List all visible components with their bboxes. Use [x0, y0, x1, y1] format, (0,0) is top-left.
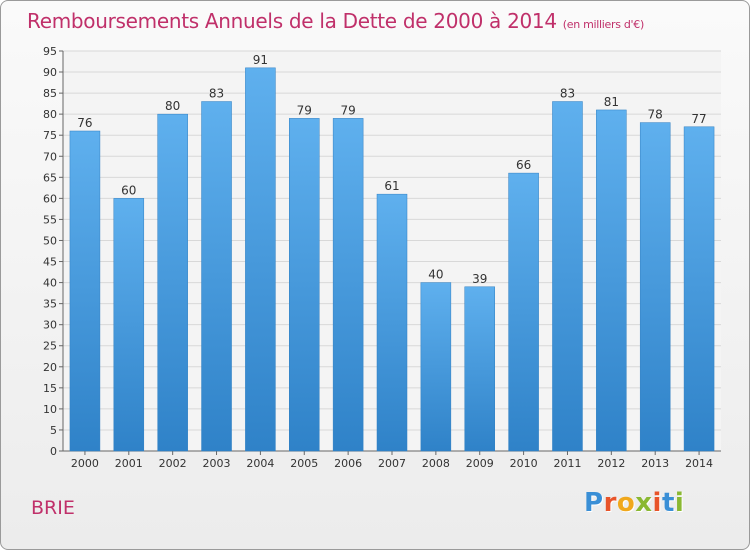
y-tick-label: 40: [43, 277, 57, 290]
x-tick-label: 2009: [466, 457, 494, 470]
bar: [201, 101, 232, 452]
x-tick-label: 2014: [685, 457, 713, 470]
bar: [683, 126, 715, 452]
bar-value-label: 66: [516, 158, 531, 172]
bar: [289, 118, 320, 452]
x-tick-label: 2001: [115, 457, 143, 470]
y-tick-label: 0: [50, 445, 57, 458]
y-tick-label: 65: [43, 171, 57, 184]
y-tick-label: 5: [50, 424, 57, 437]
bar: [332, 118, 364, 452]
x-tick-label: 2008: [422, 457, 450, 470]
chart-title-text: Remboursements Annuels de la Dette de 20…: [27, 9, 557, 33]
bar-value-label: 60: [121, 183, 136, 197]
bar-value-label: 76: [77, 116, 92, 130]
unit-note: (en milliers d'€): [562, 18, 644, 31]
y-tick-label: 60: [43, 192, 57, 205]
bar: [245, 67, 276, 452]
y-tick-label: 25: [43, 340, 57, 353]
x-tick-label: 2003: [203, 457, 231, 470]
bar: [420, 282, 452, 452]
bar-value-label: 79: [297, 103, 312, 117]
x-tick-label: 2000: [71, 457, 99, 470]
y-tick-label: 55: [43, 213, 57, 226]
y-tick-label: 45: [43, 256, 57, 269]
x-tick-label: 2006: [334, 457, 362, 470]
x-tick-label: 2012: [597, 457, 625, 470]
y-tick-label: 90: [43, 66, 57, 79]
bar-value-label: 81: [604, 95, 619, 109]
location-name: BRIE: [31, 497, 75, 519]
bar-value-label: 78: [648, 108, 663, 122]
x-tick-label: 2011: [553, 457, 581, 470]
y-tick-label: 20: [43, 361, 57, 374]
proxiti-logo: Proxiti: [584, 488, 685, 518]
bar-value-label: 83: [560, 87, 575, 101]
y-tick-label: 50: [43, 234, 57, 247]
chart-title: Remboursements Annuels de la Dette de 20…: [27, 9, 644, 33]
y-tick-label: 80: [43, 108, 57, 121]
bar: [596, 109, 627, 452]
bar-value-label: 91: [253, 53, 268, 67]
bar: [376, 193, 408, 452]
bar: [113, 198, 145, 452]
x-tick-label: 2002: [159, 457, 187, 470]
bar-value-label: 83: [209, 87, 224, 101]
bar: [639, 122, 671, 452]
bar-value-label: 40: [428, 268, 443, 282]
y-tick-label: 95: [43, 45, 57, 58]
x-tick-label: 2004: [246, 457, 274, 470]
bar: [69, 130, 101, 452]
bar: [464, 286, 495, 452]
bar-value-label: 61: [384, 179, 399, 193]
y-tick-label: 10: [43, 403, 57, 416]
bar: [508, 172, 539, 452]
bar-value-label: 77: [691, 112, 706, 126]
y-tick-label: 35: [43, 298, 57, 311]
x-tick-label: 2013: [641, 457, 669, 470]
bar: [157, 113, 188, 452]
x-tick-label: 2010: [510, 457, 538, 470]
bar: [552, 101, 583, 452]
x-tick-label: 2005: [290, 457, 318, 470]
y-tick-label: 75: [43, 129, 57, 142]
y-tick-label: 85: [43, 87, 57, 100]
y-tick-label: 15: [43, 382, 57, 395]
x-tick-label: 2007: [378, 457, 406, 470]
y-tick-label: 30: [43, 319, 57, 332]
bar-value-label: 39: [472, 272, 487, 286]
y-tick-label: 70: [43, 150, 57, 163]
bar-value-label: 80: [165, 99, 180, 113]
bar-value-label: 79: [340, 103, 355, 117]
